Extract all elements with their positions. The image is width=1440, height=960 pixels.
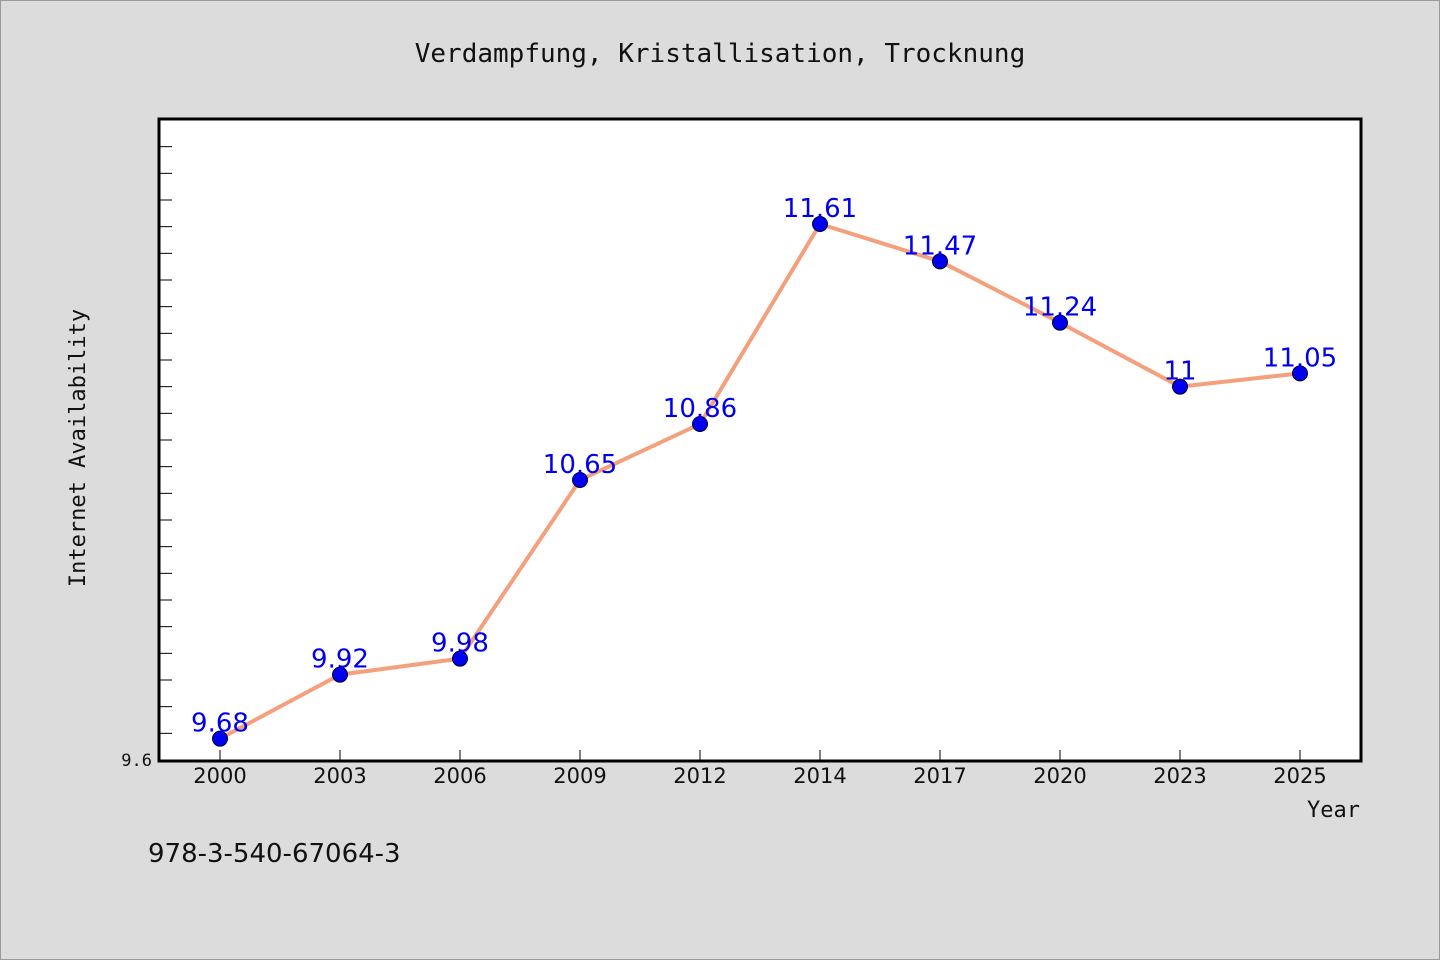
data-point xyxy=(572,472,588,488)
data-markers xyxy=(212,216,1308,747)
data-label: 10.65 xyxy=(543,450,617,480)
x-tick-label: 2003 xyxy=(313,764,366,788)
x-tick-label: 2023 xyxy=(1153,764,1206,788)
chart-title: Verdampfung, Kristallisation, Trocknung xyxy=(415,39,1025,69)
data-point xyxy=(1292,365,1308,382)
x-tick-label: 2025 xyxy=(1273,764,1326,788)
x-tick-label: 2000 xyxy=(193,764,246,788)
data-point xyxy=(212,730,228,747)
data-point xyxy=(692,416,708,432)
x-tick-label: 2014 xyxy=(793,764,846,788)
y-axis-ticks xyxy=(160,146,172,761)
x-axis-ticks: 2000 2003 2006 2009 2012 2014 2017 2020 2023 2025 xyxy=(193,750,1327,788)
series-line-group xyxy=(218,222,1302,741)
data-point xyxy=(452,650,468,667)
data-label: 11.05 xyxy=(1263,343,1337,373)
data-point xyxy=(332,666,348,683)
data-point xyxy=(1172,378,1188,395)
data-label: 9.98 xyxy=(431,629,489,659)
data-label: 10.86 xyxy=(663,394,737,424)
data-label: 11.47 xyxy=(903,231,977,261)
y-tick-label: 9.6 xyxy=(121,751,152,771)
data-point xyxy=(932,253,948,270)
data-label: 11 xyxy=(1163,357,1196,387)
data-point xyxy=(1052,314,1068,331)
isbn-footer: 978-3-540-67064-3 xyxy=(148,839,401,869)
y-axis-tick-labels: 9.6 xyxy=(121,751,152,771)
x-tick-label: 2006 xyxy=(433,764,486,788)
x-tick-label: 2012 xyxy=(673,764,726,788)
data-labels: 9.68 9.92 9.98 10.65 10.86 11.61 11.47 11.24 11 1… xyxy=(191,194,1337,739)
x-tick-label: 2017 xyxy=(913,764,966,788)
data-label: 11.24 xyxy=(1023,293,1097,323)
plot-area xyxy=(157,117,1363,763)
x-tick-label: 2020 xyxy=(1033,764,1086,788)
x-axis-label: Year xyxy=(1307,798,1360,823)
data-label: 11.61 xyxy=(783,194,857,224)
y-axis-label: Internet Availability xyxy=(66,309,91,587)
series-line xyxy=(218,222,1302,741)
data-point xyxy=(812,216,828,232)
data-label: 9.92 xyxy=(311,645,369,675)
data-label: 9.68 xyxy=(191,709,249,739)
x-tick-label: 2009 xyxy=(553,764,606,788)
